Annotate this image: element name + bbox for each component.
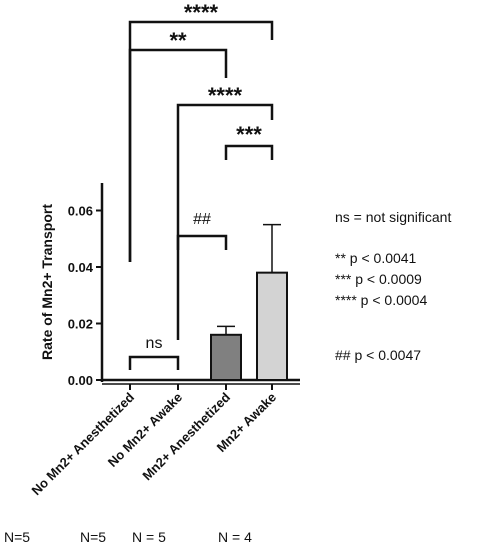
comparison-bracket [128, 355, 180, 370]
comparison-label: **** [208, 83, 243, 108]
annotation-ns: ns = not significant [335, 209, 451, 225]
significance-brackets: *************##ns [128, 0, 274, 370]
y-tick-label: 0.02 [68, 317, 93, 332]
y-tick-label: 0.00 [68, 373, 93, 388]
bar [256, 271, 288, 381]
comparison-bracket [176, 103, 274, 340]
annotation-p-double-star: ** p < 0.0041 [335, 250, 417, 266]
sample-size-1: N=5 [4, 529, 30, 545]
y-axis-label: Rate of Mn2+ Transport [39, 204, 55, 360]
annotation-p-hash: ## p < 0.0047 [335, 347, 421, 363]
y-tick-label: 0.06 [68, 204, 93, 219]
comparison-bracket [176, 234, 228, 250]
comparison-label: ** [169, 28, 187, 53]
comparison-label: **** [184, 0, 219, 25]
sample-size-4: N = 4 [218, 529, 252, 545]
comparison-label: ## [193, 211, 211, 228]
annotation-p-quad-star: **** p < 0.0004 [335, 292, 427, 308]
comparison-bracket [224, 144, 274, 160]
y-tick-label: 0.04 [68, 260, 94, 275]
bar [210, 333, 242, 381]
sample-size-2: N=5 [80, 529, 106, 545]
sample-size-3: N = 5 [132, 529, 166, 545]
comparison-bracket [128, 48, 228, 262]
comparison-label: ns [146, 335, 163, 352]
comparison-label: *** [236, 122, 262, 147]
annotation-p-triple-star: *** p < 0.0009 [335, 271, 422, 287]
category-label: Mn2+ Anesthetized [139, 389, 233, 483]
bars [210, 223, 288, 381]
